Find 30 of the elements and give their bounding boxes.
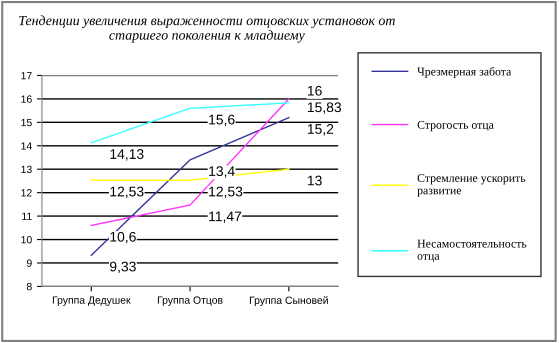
data-label: 15,6 bbox=[209, 114, 235, 126]
legend-label: Несамостоятельность отца bbox=[417, 240, 526, 262]
y-tick-label: 16 bbox=[21, 95, 32, 103]
data-label: 13 bbox=[308, 176, 322, 186]
data-label: 13,4 bbox=[209, 166, 235, 178]
y-tick-label: 14 bbox=[21, 142, 32, 150]
y-tick-label: 11 bbox=[22, 212, 32, 220]
data-label: 16 bbox=[308, 86, 322, 96]
y-tick-label: 12 bbox=[21, 189, 32, 196]
legend-label: Чрезмерная забота bbox=[417, 66, 512, 78]
data-label: 15,2 bbox=[308, 124, 334, 136]
y-tick-label: 10 bbox=[21, 236, 32, 244]
data-label: 9,33 bbox=[110, 262, 136, 274]
x-tick-label: Группа Дедушек bbox=[52, 296, 131, 306]
data-label: 10,6 bbox=[110, 232, 136, 244]
y-tick-label: 17 bbox=[21, 72, 32, 80]
data-label: 12,53 bbox=[110, 186, 144, 198]
data-label: 15,83 bbox=[308, 102, 342, 114]
x-tick-label: Группа Отцов bbox=[158, 296, 223, 306]
y-tick-label: 13 bbox=[21, 166, 32, 174]
legend-label: Стремление ускорить развитие bbox=[417, 174, 526, 197]
data-label: 14,13 bbox=[110, 149, 144, 161]
y-tick-label: 8 bbox=[26, 282, 32, 290]
legend-label: Строгость отца bbox=[418, 120, 494, 132]
x-tick-label: Группа Сыновей bbox=[250, 296, 328, 306]
y-tick-label: 9 bbox=[26, 259, 32, 267]
chart-title: Тенденции увеличения выраженности отцовских установок от старшего поколения к младшему bbox=[19, 15, 395, 43]
data-label: 11,47 bbox=[209, 212, 242, 223]
data-label: 12,53 bbox=[209, 186, 242, 198]
y-tick-label: 15 bbox=[21, 118, 32, 126]
